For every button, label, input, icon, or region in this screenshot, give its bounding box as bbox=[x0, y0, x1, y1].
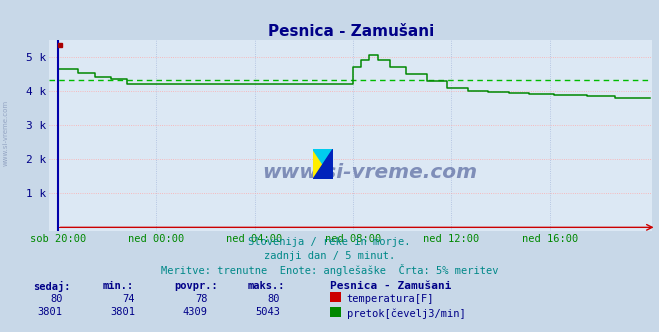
Text: 3801: 3801 bbox=[38, 307, 63, 317]
Text: pretok[čevelj3/min]: pretok[čevelj3/min] bbox=[347, 309, 465, 319]
Text: min.:: min.: bbox=[102, 281, 133, 290]
Text: temperatura[F]: temperatura[F] bbox=[347, 294, 434, 304]
Text: 80: 80 bbox=[50, 294, 63, 304]
Text: 78: 78 bbox=[195, 294, 208, 304]
Text: povpr.:: povpr.: bbox=[175, 281, 218, 290]
Text: 80: 80 bbox=[268, 294, 280, 304]
Title: Pesnica - Zamušani: Pesnica - Zamušani bbox=[268, 24, 434, 39]
Text: Meritve: trenutne  Enote: anglešaške  Črta: 5% meritev: Meritve: trenutne Enote: anglešaške Črta… bbox=[161, 264, 498, 276]
Text: 3801: 3801 bbox=[110, 307, 135, 317]
Text: Pesnica - Zamušani: Pesnica - Zamušani bbox=[330, 281, 451, 290]
Text: Slovenija / reke in morje.: Slovenija / reke in morje. bbox=[248, 237, 411, 247]
Polygon shape bbox=[313, 149, 333, 179]
Text: 4309: 4309 bbox=[183, 307, 208, 317]
Polygon shape bbox=[313, 149, 333, 179]
Text: 74: 74 bbox=[123, 294, 135, 304]
Text: www.si-vreme.com: www.si-vreme.com bbox=[262, 163, 477, 182]
Text: maks.:: maks.: bbox=[247, 281, 285, 290]
Text: sedaj:: sedaj: bbox=[33, 281, 71, 291]
Text: 5043: 5043 bbox=[255, 307, 280, 317]
Text: www.si-vreme.com: www.si-vreme.com bbox=[2, 100, 9, 166]
Polygon shape bbox=[313, 149, 333, 179]
Text: zadnji dan / 5 minut.: zadnji dan / 5 minut. bbox=[264, 251, 395, 261]
